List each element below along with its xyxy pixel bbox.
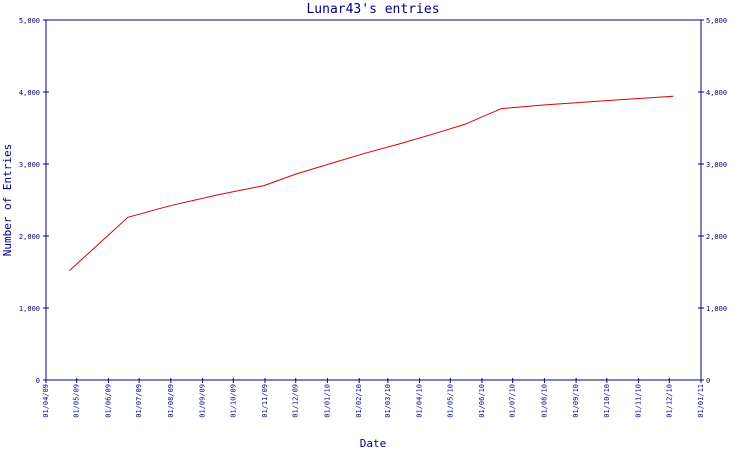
y-axis-right: 0 1,000 2,000 3,000 4,000 5,000 (698, 17, 727, 385)
y-tick-label-left: 2,000 (19, 233, 40, 241)
x-tick-label: 01/10/10 (603, 384, 611, 418)
x-tick-label: 01/01/10 (323, 384, 331, 418)
x-tick-label: 01/06/10 (478, 384, 486, 418)
x-tick-label: 01/04/09 (42, 384, 50, 418)
x-tick-label: 01/10/09 (229, 384, 237, 418)
y-tick-label-left: 4,000 (19, 89, 40, 97)
x-tick-label: 01/01/11 (697, 384, 705, 418)
x-tick-label: 01/02/10 (355, 384, 363, 418)
y-tick-label-right: 1,000 (706, 305, 727, 313)
x-tick-label: 01/12/10 (665, 384, 673, 418)
y-axis-left: 0 1,000 2,000 3,000 4,000 5,000 (19, 17, 49, 385)
y-tick-label-left: 1,000 (19, 305, 40, 313)
y-tick-label-left: 0 (36, 377, 40, 385)
x-tick-label: 01/03/10 (384, 384, 392, 418)
x-tick-label: 01/06/09 (104, 384, 112, 418)
x-tick-label: 01/09/09 (199, 384, 207, 418)
x-tick-label: 01/08/09 (167, 384, 175, 418)
series-line (69, 95, 674, 271)
x-tick-label: 01/08/10 (540, 384, 548, 418)
y-tick-label-right: 5,000 (706, 17, 727, 25)
x-tick-label: 01/11/09 (261, 384, 269, 418)
y-axis-label: Number of Entries (1, 144, 14, 257)
chart-title: Lunar43's entries (306, 2, 439, 17)
x-tick-label: 01/04/10 (416, 384, 424, 418)
x-axis: 01/04/09 01/05/09 01/06/09 01/07/09 01/08/09… (42, 378, 705, 418)
y-tick-label-left: 3,000 (19, 161, 40, 169)
y-tick-label-left: 5,000 (19, 17, 40, 25)
y-tick-label-right: 2,000 (706, 233, 727, 241)
x-tick-label: 01/07/10 (509, 384, 517, 418)
x-tick-label: 01/05/10 (446, 384, 454, 418)
y-tick-label-right: 3,000 (706, 161, 727, 169)
x-tick-label: 01/12/09 (292, 384, 300, 418)
x-tick-label: 01/07/09 (135, 384, 143, 418)
x-tick-label: 01/11/10 (635, 384, 643, 418)
x-tick-label: 01/09/10 (572, 384, 580, 418)
y-tick-label-right: 4,000 (706, 89, 727, 97)
y-tick-label-right: 0 (706, 377, 710, 385)
x-axis-label: Date (360, 437, 387, 450)
x-tick-label: 01/05/09 (73, 384, 81, 418)
plot-frame (45, 19, 702, 381)
